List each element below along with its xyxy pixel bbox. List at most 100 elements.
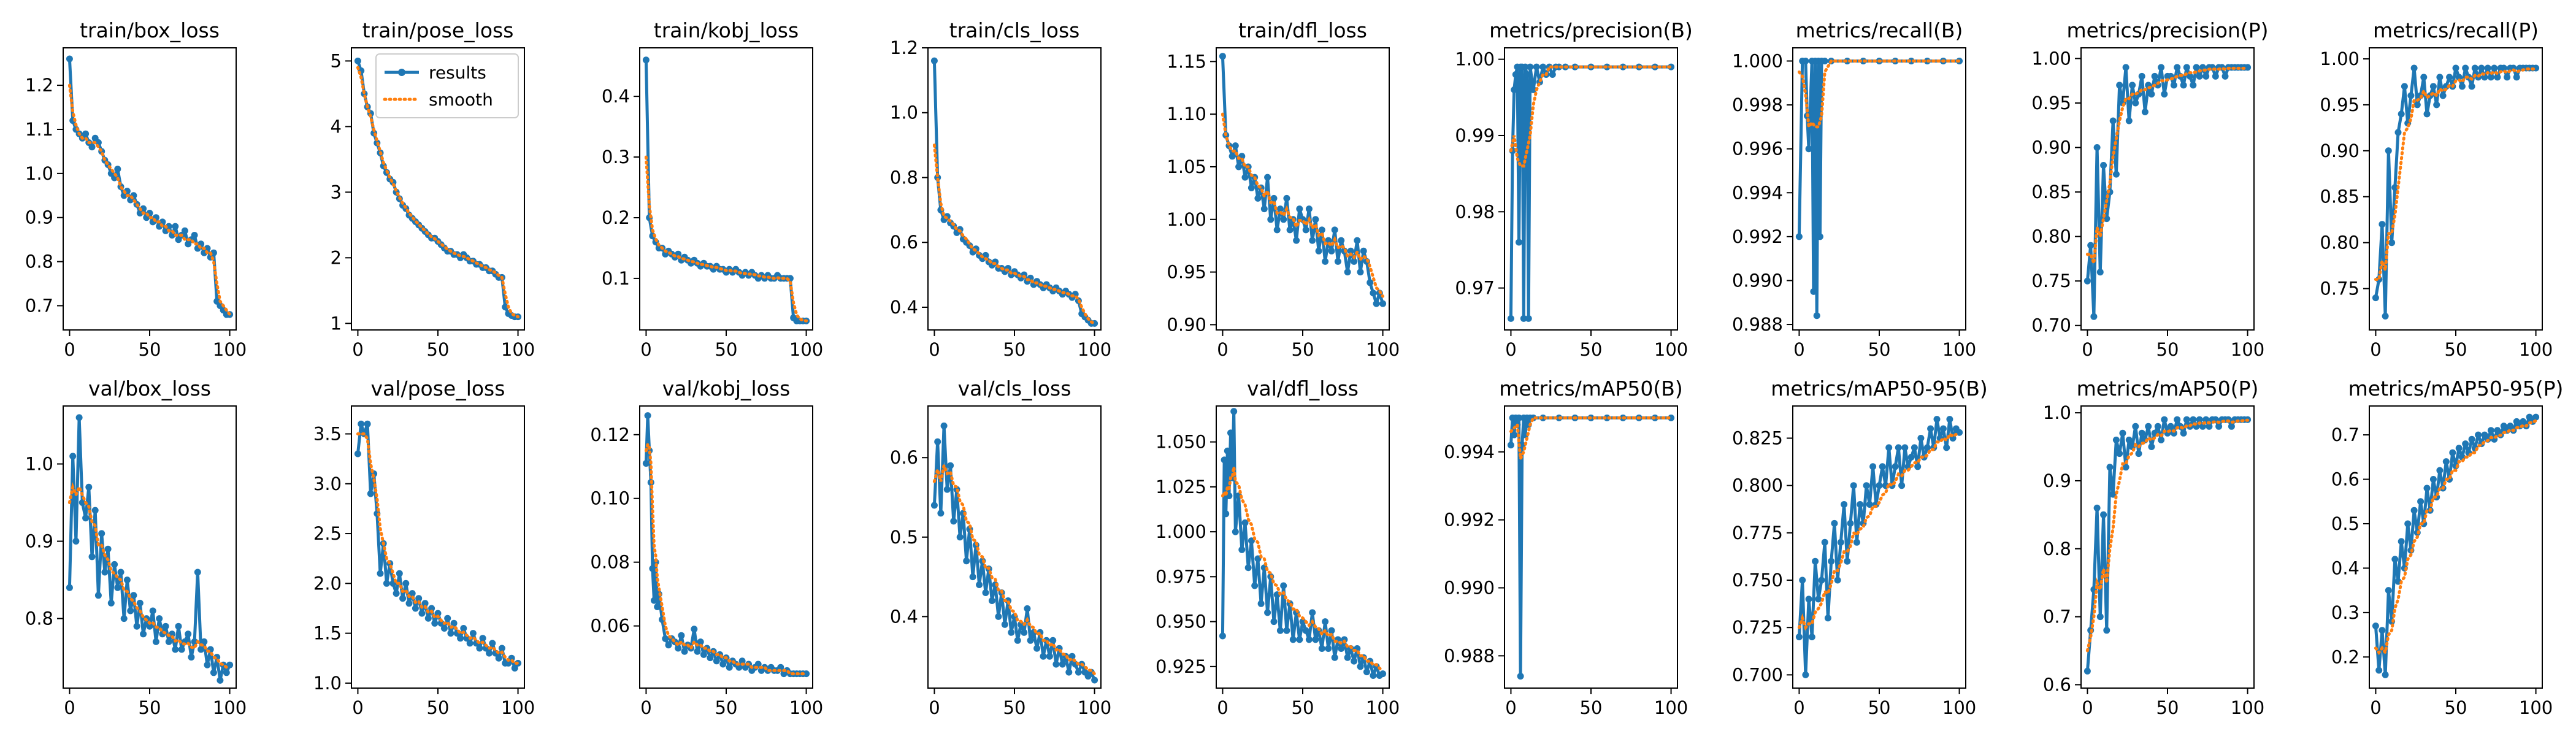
results-point xyxy=(1270,194,1278,202)
results-point xyxy=(1232,142,1239,150)
y-tick-label: 0.75 xyxy=(2320,278,2359,299)
results-point xyxy=(185,630,192,638)
y-tick-label: 5 xyxy=(331,50,342,71)
y-tick-label: 0.2 xyxy=(602,207,630,228)
results-point xyxy=(405,600,413,607)
y-tick-label: 1.2 xyxy=(890,37,918,58)
y-tick-label: 0.990 xyxy=(1444,578,1495,599)
results-point xyxy=(1923,444,1931,451)
results-point xyxy=(726,664,733,671)
results-point xyxy=(700,651,707,658)
results-point xyxy=(2083,277,2091,285)
results-point xyxy=(1360,247,1367,255)
smooth-series-line xyxy=(67,83,232,316)
results-point xyxy=(2090,313,2098,320)
results-point xyxy=(644,412,651,419)
results-point xyxy=(2388,239,2396,247)
y-tick-label: 0.85 xyxy=(2031,182,2071,202)
subplot-title: train/cls_loss xyxy=(949,18,1080,42)
smooth-series-line xyxy=(2085,418,2250,653)
y-tick-label: 0.5 xyxy=(2331,513,2359,534)
subplot-11: val/pose_loss 0 50 100 1.0 1.5 2.0 2.5 3.0 3.5 xyxy=(313,377,535,718)
results-point xyxy=(2116,450,2123,458)
results-point xyxy=(107,599,115,607)
results-point xyxy=(976,581,983,588)
results-point xyxy=(969,573,976,581)
results-point xyxy=(1539,414,1547,421)
results-point xyxy=(402,580,410,587)
results-point xyxy=(146,622,153,630)
results-point xyxy=(204,245,211,252)
results-point xyxy=(178,646,185,653)
results-point xyxy=(1524,71,1531,78)
results-point xyxy=(1668,414,1675,421)
subplot-title: metrics/mAP50(B) xyxy=(1499,377,1683,400)
results-point xyxy=(713,657,720,665)
results-point xyxy=(2439,92,2447,99)
results-point xyxy=(1895,444,1902,451)
subplot-3: train/kobj_loss 0 50 100 0.1 0.2 0.3 0.4 xyxy=(602,18,823,360)
results-point xyxy=(1841,501,1848,508)
results-point xyxy=(1927,425,1934,432)
x-tick-label: 50 xyxy=(1292,697,1314,718)
x-tick-label: 100 xyxy=(1366,697,1400,718)
results-point xyxy=(2116,82,2123,89)
results-point xyxy=(2401,83,2408,90)
results-point xyxy=(2109,117,2117,124)
subplot-title: val/dfl_loss xyxy=(1247,377,1359,400)
results-point xyxy=(1224,447,1231,454)
smooth-series-line xyxy=(932,144,1097,325)
results-point xyxy=(1802,58,1809,64)
x-tick-label: 50 xyxy=(715,697,738,718)
results-point xyxy=(162,622,169,630)
results-point xyxy=(1040,653,1047,660)
results-point xyxy=(2122,464,2129,471)
y-tick-label: 0.90 xyxy=(1167,314,1206,335)
results-point xyxy=(642,56,650,64)
results-point xyxy=(2244,64,2252,71)
results-point xyxy=(697,638,704,646)
results-point xyxy=(1363,668,1370,676)
y-tick-label: 0.725 xyxy=(1732,617,1783,638)
results-point xyxy=(1033,645,1041,652)
y-tick-label: 1.025 xyxy=(1156,477,1206,497)
results-point xyxy=(1522,63,1529,71)
results-point xyxy=(94,592,102,599)
x-tick-label: 50 xyxy=(2445,697,2467,718)
results-point xyxy=(2442,83,2450,90)
subplot-1: train/box_loss 0 50 100 0.7 0.8 0.9 1.0 1.1 1.2 xyxy=(25,18,247,360)
results-point xyxy=(1338,645,1345,652)
results-point xyxy=(1831,519,1838,527)
results-point xyxy=(2475,431,2482,438)
y-tick-label: 3 xyxy=(331,182,342,202)
results-point xyxy=(66,55,73,63)
results-point xyxy=(1917,435,1925,442)
results-point xyxy=(940,422,948,429)
axes-frame xyxy=(927,47,1102,331)
y-tick-label: 0.85 xyxy=(2320,186,2359,207)
results-point xyxy=(1907,58,1915,64)
results-point xyxy=(2458,83,2466,90)
results-point xyxy=(1322,618,1329,626)
results-point xyxy=(2190,416,2197,423)
results-point xyxy=(1946,416,1953,423)
subplot-13: val/cls_loss 0 50 100 0.4 0.5 0.6 xyxy=(890,377,1111,718)
results-point xyxy=(2385,147,2392,155)
legend-results-label: results xyxy=(429,63,486,83)
results-point xyxy=(1260,205,1268,213)
results-point xyxy=(2141,109,2149,115)
results-point xyxy=(431,619,439,627)
y-tick-label: 0.80 xyxy=(2031,226,2071,247)
y-tick-label: 1.0 xyxy=(890,102,918,123)
results-point xyxy=(2206,423,2213,430)
results-point xyxy=(2112,170,2120,178)
subplot-title: metrics/mAP50-95(P) xyxy=(2348,377,2564,400)
results-point xyxy=(415,595,423,602)
results-point xyxy=(1219,53,1226,60)
results-point xyxy=(2125,117,2133,124)
results-point xyxy=(396,570,403,577)
y-tick-label: 0.12 xyxy=(590,424,630,445)
results-point xyxy=(2096,613,2104,621)
results-point xyxy=(2100,162,2107,169)
